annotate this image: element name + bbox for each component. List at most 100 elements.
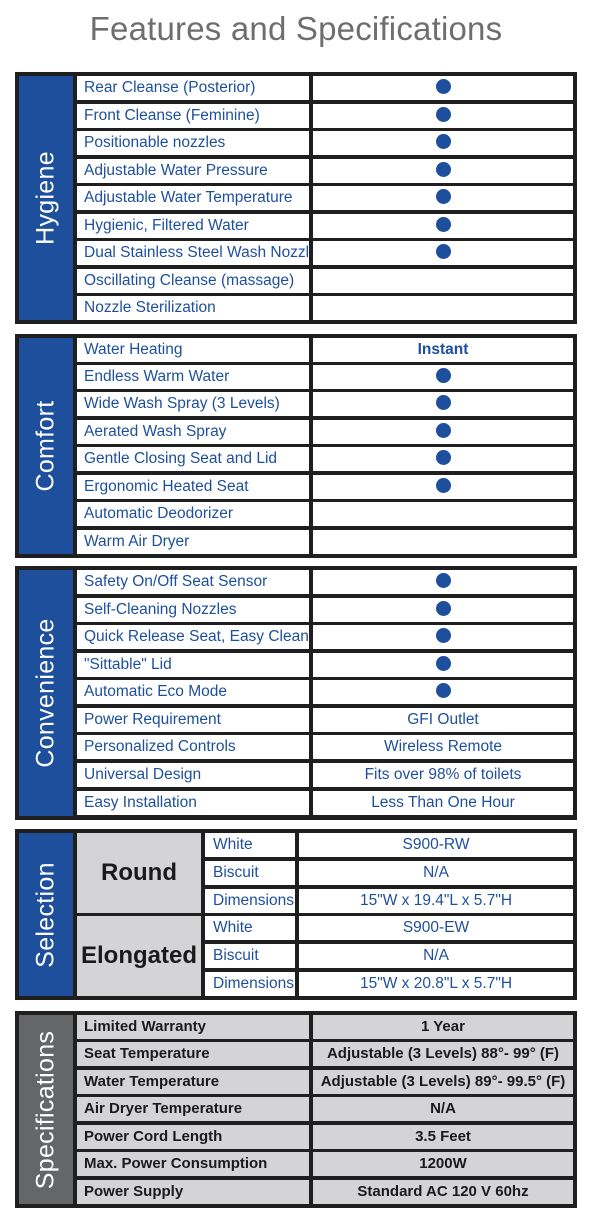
value-cell (313, 269, 573, 293)
value-cell (313, 159, 573, 183)
included-dot-icon (435, 216, 451, 232)
table-row: Safety On/Off Seat Sensor (77, 570, 573, 594)
table-row: Oscillating Cleanse (massage) (77, 269, 573, 293)
convenience-label: Convenience (31, 618, 60, 768)
table-row: Biscuit N/A (205, 944, 573, 968)
feature-label: Water Heating (77, 338, 309, 362)
value-cell (313, 598, 573, 622)
feature-label: Adjustable Water Temperature (77, 186, 309, 210)
table-row: Universal Design Fits over 98% of toilets (77, 763, 573, 787)
included-dot-icon (435, 188, 451, 204)
convenience-section: Convenience Safety On/Off Seat Sensor Se… (15, 566, 577, 820)
table-row: Seat Temperature Adjustable (3 Levels) 88… (77, 1042, 573, 1066)
value-cell: N/A (299, 944, 573, 968)
table-row: Warm Air Dryer (77, 530, 573, 554)
table-row: Power Cord Length 3.5 Feet (77, 1125, 573, 1149)
spec-label: Max. Power Consumption (77, 1152, 309, 1176)
feature-label: Biscuit (205, 861, 295, 885)
value-cell: Wireless Remote (313, 735, 573, 759)
feature-label: Ergonomic Heated Seat (77, 475, 309, 499)
comfort-label: Comfort (31, 400, 60, 492)
feature-label: Front Cleanse (Feminine) (77, 104, 309, 128)
spec-value: 1 Year (313, 1015, 573, 1039)
value-cell: N/A (299, 861, 573, 885)
spec-value: Standard AC 120 V 60hz (313, 1180, 573, 1204)
table-row: Adjustable Water Temperature (77, 186, 573, 210)
table-row: "Sittable" Lid (77, 653, 573, 677)
included-dot-icon (435, 106, 451, 122)
table-row: Hygienic, Filtered Water (77, 214, 573, 238)
included-dot-icon (435, 422, 451, 438)
spec-label: Water Temperature (77, 1070, 309, 1094)
table-row: Aerated Wash Spray (77, 420, 573, 444)
spec-label: Power Supply (77, 1180, 309, 1204)
value-cell: Less Than One Hour (313, 791, 573, 815)
feature-label: Hygienic, Filtered Water (77, 214, 309, 238)
spec-value: N/A (313, 1097, 573, 1121)
table-row: Positionable nozzles (77, 131, 573, 155)
table-row: Quick Release Seat, Easy Cleaning (77, 625, 573, 649)
spec-label: Limited Warranty (77, 1015, 309, 1039)
table-row: Ergonomic Heated Seat (77, 475, 573, 499)
value-cell: S900-RW (299, 833, 573, 857)
feature-label: Safety On/Off Seat Sensor (77, 570, 309, 594)
included-dot-icon (435, 161, 451, 177)
table-row: Biscuit N/A (205, 861, 573, 885)
value-cell (313, 475, 573, 499)
feature-label: Quick Release Seat, Easy Cleaning (77, 625, 309, 649)
specifications-band: Specifications (19, 1015, 73, 1204)
included-dot-icon (435, 572, 451, 588)
table-row: Self-Cleaning Nozzles (77, 598, 573, 622)
feature-label: Self-Cleaning Nozzles (77, 598, 309, 622)
value-cell: GFI Outlet (313, 708, 573, 732)
value-cell (313, 104, 573, 128)
feature-label: White (205, 916, 295, 940)
table-row: Dimensions 15"W x 19.4"L x 5.7"H (205, 889, 573, 913)
feature-label: Automatic Eco Mode (77, 680, 309, 704)
value-cell (313, 186, 573, 210)
included-dot-icon (435, 243, 451, 259)
value-cell: Instant (313, 338, 573, 362)
included-dot-icon (435, 133, 451, 149)
table-row: White S900-RW (205, 833, 573, 857)
included-dot-icon (435, 477, 451, 493)
elongated-shape-label: Elongated (77, 916, 201, 996)
table-row: Easy Installation Less Than One Hour (77, 791, 573, 815)
value-cell (313, 502, 573, 526)
feature-label: Warm Air Dryer (77, 530, 309, 554)
table-row: Dimensions 15"W x 20.8"L x 5.7"H (205, 972, 573, 996)
included-dot-icon (435, 655, 451, 671)
table-row: Air Dryer Temperature N/A (77, 1097, 573, 1121)
table-row: Rear Cleanse (Posterior) (77, 76, 573, 100)
feature-label: "Sittable" Lid (77, 653, 309, 677)
value-cell (313, 296, 573, 320)
table-row: Adjustable Water Pressure (77, 159, 573, 183)
feature-label: Biscuit (205, 944, 295, 968)
hygiene-label: Hygiene (31, 151, 60, 245)
table-row: Front Cleanse (Feminine) (77, 104, 573, 128)
comfort-band: Comfort (19, 338, 73, 554)
included-dot-icon (435, 394, 451, 410)
spec-label: Seat Temperature (77, 1042, 309, 1066)
table-row: Max. Power Consumption 1200W (77, 1152, 573, 1176)
value-cell (313, 392, 573, 416)
page-title: Features and Specifications (89, 10, 503, 47)
specifications-section: Specifications Limited Warranty 1 Year Se… (15, 1011, 577, 1208)
round-shape-label: Round (77, 833, 201, 913)
table-row: Automatic Deodorizer (77, 502, 573, 526)
value-cell: Fits over 98% of toilets (313, 763, 573, 787)
feature-label: Oscillating Cleanse (massage) (77, 269, 309, 293)
spec-label: Power Cord Length (77, 1125, 309, 1149)
value-cell (313, 447, 573, 471)
value-cell: S900-EW (299, 916, 573, 940)
included-dot-icon (435, 627, 451, 643)
value-cell: 15"W x 20.8"L x 5.7"H (299, 972, 573, 996)
selection-section: Selection Round Elongated White S900-RW B… (15, 829, 577, 1000)
value-cell (313, 625, 573, 649)
specifications-label: Specifications (31, 1030, 60, 1189)
feature-label: Rear Cleanse (Posterior) (77, 76, 309, 100)
feature-label: Dimensions (205, 889, 295, 913)
table-row: Wide Wash Spray (3 Levels) (77, 392, 573, 416)
spec-value: 3.5 Feet (313, 1125, 573, 1149)
value-cell (313, 530, 573, 554)
